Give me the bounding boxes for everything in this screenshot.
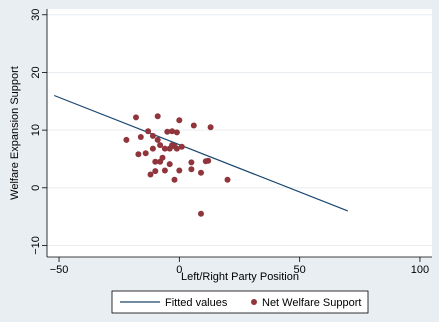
fitted-values-line bbox=[53, 94, 349, 212]
scatter-point bbox=[176, 117, 183, 124]
scatter-point bbox=[159, 154, 166, 161]
x-tick-label-50: 50 bbox=[294, 264, 306, 276]
scatter-point bbox=[173, 129, 180, 136]
scatter-point bbox=[190, 122, 197, 129]
y-tick-label--10: −10 bbox=[30, 236, 42, 255]
x-tick-label-100: 100 bbox=[411, 264, 429, 276]
scatter-point bbox=[198, 210, 204, 217]
scatter-point bbox=[173, 145, 180, 152]
x-tick-label--50: −50 bbox=[50, 264, 69, 276]
scatter-point bbox=[149, 132, 156, 139]
scatter-point bbox=[152, 168, 159, 175]
scatter-point bbox=[171, 176, 178, 183]
scatter-point bbox=[123, 136, 130, 143]
scatter-point bbox=[198, 169, 204, 176]
scatter-point bbox=[207, 124, 214, 131]
scatter-point bbox=[188, 166, 195, 173]
scatter-point bbox=[154, 113, 161, 120]
fit-line-layer bbox=[53, 94, 349, 212]
scatter-point bbox=[142, 150, 149, 157]
legend: Fitted values Net Welfare Support bbox=[111, 290, 369, 314]
y-tick-label-20: 20 bbox=[30, 66, 42, 78]
y-tick-label-30: 30 bbox=[30, 9, 42, 21]
y-tick-label-10: 10 bbox=[30, 124, 42, 136]
legend-label-fitted-values: Fitted values bbox=[165, 297, 228, 309]
scatter-point bbox=[205, 157, 212, 164]
legend-box bbox=[111, 290, 369, 314]
y-axis-title: Welfare Expansion Support bbox=[9, 66, 21, 200]
x-tick-label-0: 0 bbox=[176, 264, 182, 276]
scatter-point bbox=[152, 158, 159, 165]
scatter-point bbox=[157, 142, 164, 149]
scatter-point bbox=[169, 128, 176, 135]
scatter-point bbox=[224, 176, 231, 183]
scatter-point bbox=[154, 136, 161, 143]
x-axis-title: Left/Right Party Position bbox=[181, 271, 299, 283]
scatter-point bbox=[147, 171, 154, 178]
scatter-point bbox=[166, 161, 173, 168]
scatter-point bbox=[145, 128, 152, 135]
scatter-point bbox=[176, 167, 183, 174]
scatter-point bbox=[178, 143, 185, 150]
plot-area bbox=[47, 9, 432, 257]
scatter-point bbox=[133, 114, 139, 121]
scatter-point bbox=[137, 134, 144, 140]
gridlines bbox=[47, 14, 432, 246]
y-tick-label-0: 0 bbox=[30, 185, 42, 191]
legend-label-net-welfare-support: Net Welfare Support bbox=[262, 297, 361, 309]
axes: −50 0 50 100 −10 0 10 20 30 bbox=[30, 9, 432, 276]
scatter-point bbox=[135, 151, 142, 158]
scatter-point bbox=[164, 128, 171, 135]
legend-points-swatch bbox=[251, 299, 257, 305]
scatter-point bbox=[149, 145, 156, 152]
scatter-point bbox=[161, 167, 168, 174]
scatter-point bbox=[188, 159, 195, 166]
scatter-points bbox=[123, 113, 231, 217]
scatter-point bbox=[161, 145, 168, 152]
